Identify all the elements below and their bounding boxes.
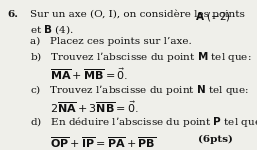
Text: $\overline{\mathbf{MA}} + \overline{\mathbf{MB}} = \vec{0}.$: $\overline{\mathbf{MA}} + \overline{\mat… (50, 67, 128, 82)
Text: Sur un axe (O, I), on considère les points: Sur un axe (O, I), on considère les poin… (30, 10, 248, 19)
Text: 6.: 6. (8, 10, 19, 19)
Text: (6pts): (6pts) (198, 135, 233, 144)
Text: et $\mathbf{B}$ (4).: et $\mathbf{B}$ (4). (30, 23, 74, 36)
Text: c)   Trouvez l’abscisse du point $\mathbf{N}$ tel que:: c) Trouvez l’abscisse du point $\mathbf{… (30, 83, 249, 97)
Text: b)   Trouvez l’abscisse du point $\mathbf{M}$ tel que:: b) Trouvez l’abscisse du point $\mathbf{… (30, 50, 251, 64)
Text: d)   En déduire l’abscisse du point $\mathbf{P}$ tel que :: d) En déduire l’abscisse du point $\math… (30, 115, 257, 129)
Text: $\overline{\mathbf{OP}} + \overline{\mathbf{IP}} = \overline{\mathbf{PA}} + \ove: $\overline{\mathbf{OP}} + \overline{\mat… (50, 135, 157, 150)
Text: $\mathbf{A}$ $(-2)$: $\mathbf{A}$ $(-2)$ (195, 10, 231, 23)
Text: $2\overline{\mathbf{NA}} + 3\overline{\mathbf{NB}} = \vec{0}.$: $2\overline{\mathbf{NA}} + 3\overline{\m… (50, 100, 139, 116)
Text: a)   Placez ces points sur l’axe.: a) Placez ces points sur l’axe. (30, 37, 191, 46)
